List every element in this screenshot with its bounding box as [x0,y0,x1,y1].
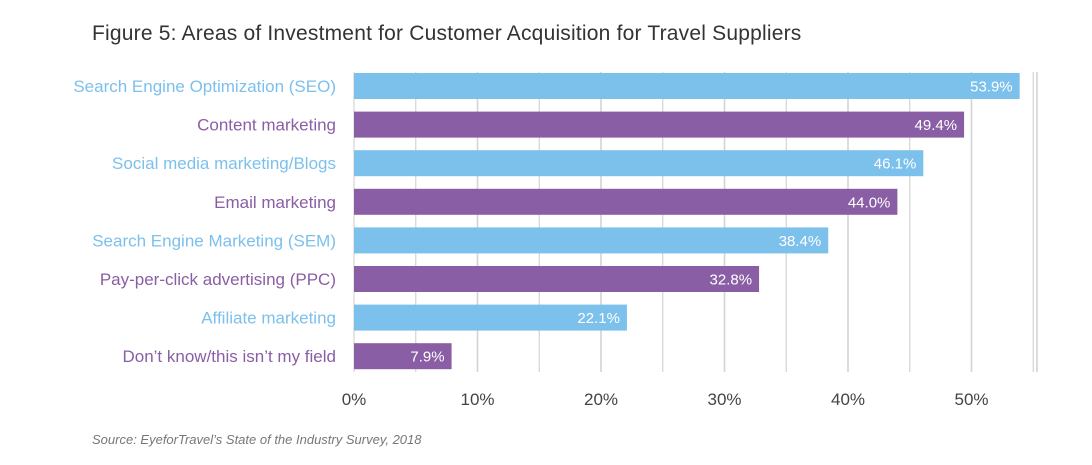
source-note: Source: EyeforTravel’s State of the Indu… [92,432,422,447]
chart-title: Figure 5: Areas of Investment for Custom… [92,22,802,45]
value-labels: 53.9% 49.4% 46.1% 44.0% 38.4% 32.8% 22.1% 7.9% [410,79,1012,366]
data-label: 7.9% [410,349,444,366]
category-label: Don’t know/this isn’t my field [122,347,336,366]
x-tick-label: 20% [584,390,618,409]
data-label: 32.8% [710,272,753,289]
category-label: Email marketing [214,193,336,212]
data-label: 38.4% [779,233,822,250]
bar [354,188,898,215]
category-label: Search Engine Optimization (SEO) [73,77,336,96]
category-labels: Search Engine Optimization (SEO) Content … [73,77,336,366]
bar [354,150,924,177]
category-label: Pay-per-click advertising (PPC) [100,270,336,289]
data-label: 22.1% [577,310,620,327]
category-label: Affiliate marketing [201,309,336,328]
category-label: Search Engine Marketing (SEM) [92,231,336,250]
data-label: 53.9% [970,79,1013,96]
bar [354,343,452,370]
x-tick-label: 10% [460,390,494,409]
bar [354,73,1020,99]
bar [354,111,965,138]
x-tick-label: 50% [954,390,988,409]
data-label: 49.4% [915,117,958,134]
data-label: 44.0% [848,194,891,211]
data-label: 46.1% [874,156,917,173]
category-label: Content marketing [197,116,336,135]
category-label: Social media marketing/Blogs [112,154,336,173]
bars [354,73,1020,370]
bar [354,304,627,331]
bar [354,227,829,254]
x-axis-ticks: 0% 10% 20% 30% 40% 50% [342,390,989,409]
x-tick-label: 30% [707,390,741,409]
x-tick-label: 0% [342,390,367,409]
bar [354,266,760,292]
x-tick-label: 40% [831,390,865,409]
